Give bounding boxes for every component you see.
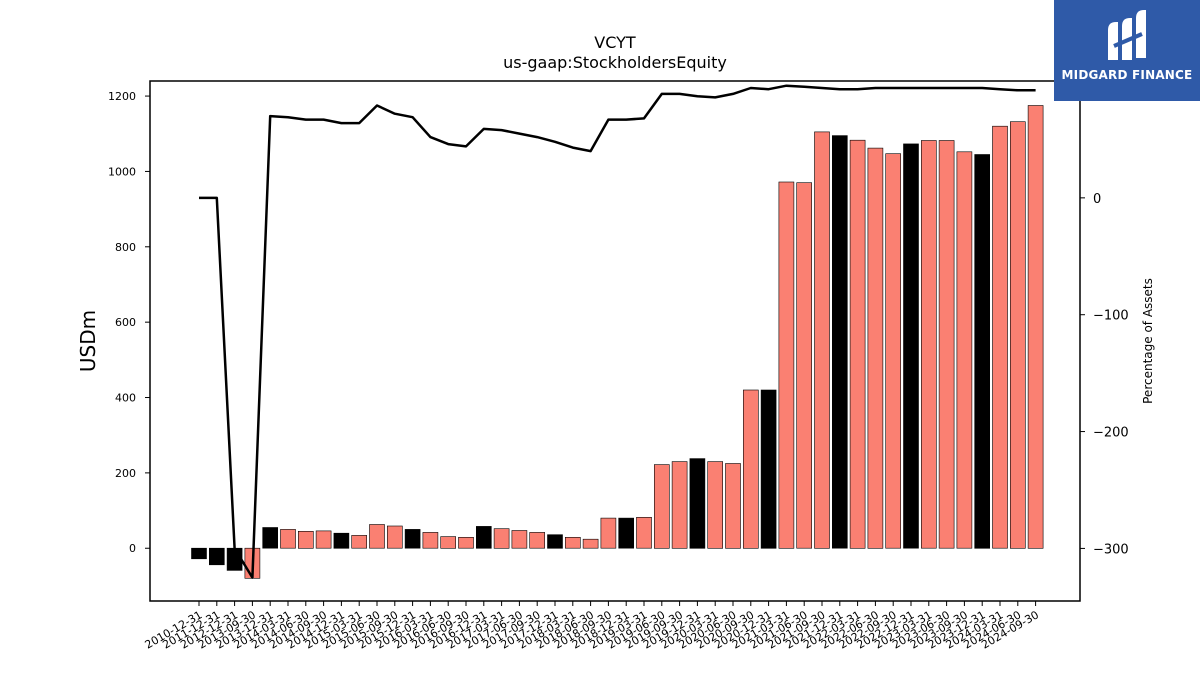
bar [475,526,492,549]
line-layer [199,84,1036,579]
bar [671,461,688,549]
y-tick-label: 1200 [108,90,136,103]
y-tick-label: 1000 [108,165,136,178]
y2-tick-label: 0 [1093,192,1101,207]
bar [315,530,332,549]
bar [938,140,955,549]
midgard-logo-icon [1108,10,1146,60]
y-tick-label: 800 [115,241,136,254]
chart-subtitle: us-gaap:StockholdersEquity [503,53,727,72]
bar [191,547,207,560]
y2-axis: 0 −100 −200 −300 [1080,192,1129,557]
x-axis: 2010-12-312011-12-312012-12-312013-09-30… [143,601,1041,652]
bar [564,536,581,549]
bar [351,535,368,549]
bar [778,181,795,549]
bar [209,547,225,566]
bar [956,151,973,549]
bar [262,527,279,549]
bar [814,131,830,549]
bar [422,532,439,549]
brand-name: MIDGARD FINANCE [1061,68,1193,82]
y-tick-label: 0 [129,542,136,555]
plot-frame [149,80,1081,602]
bar [440,536,457,549]
bar [974,154,991,549]
bar [707,461,724,549]
chart-title: VCYT [594,33,636,52]
bar [297,530,314,549]
bars-group [191,105,1044,579]
bar [831,135,848,549]
y2-tick-label: −100 [1093,309,1129,324]
bar [582,538,599,549]
bar [280,529,296,549]
bar [796,182,813,549]
bar [920,140,937,549]
bar [369,524,385,549]
y2-axis-label: Percentage of Assets [1141,278,1155,404]
y2-tick-label: −200 [1093,426,1129,441]
bar [636,516,652,549]
bar [849,139,866,549]
bar [903,143,919,549]
bar [742,389,759,549]
bar [618,517,635,549]
bar [867,147,884,549]
bar [653,464,670,549]
bar [600,517,617,549]
bar [511,530,528,549]
y-tick-label: 200 [115,467,136,480]
bar [547,534,563,549]
bar [386,525,403,549]
bar [760,389,777,549]
bar [1027,105,1044,549]
brand-logo: MIDGARD FINANCE [1054,0,1200,101]
bar [493,528,510,549]
bar [885,153,902,549]
bar [725,463,741,549]
y2-tick-label: −300 [1093,542,1129,557]
bar [404,529,421,549]
y-tick-label: 400 [115,392,136,405]
bar [458,536,474,549]
y-axis: 0 200 400 600 800 1000 1200 [108,90,150,555]
y-tick-label: 600 [115,316,136,329]
y-axis-label: USDm [76,310,100,372]
bar [1009,121,1026,549]
bar [992,125,1008,549]
bar [529,532,546,549]
bar [333,532,350,549]
percentage-of-assets-line [199,84,1036,579]
bar [689,458,706,549]
